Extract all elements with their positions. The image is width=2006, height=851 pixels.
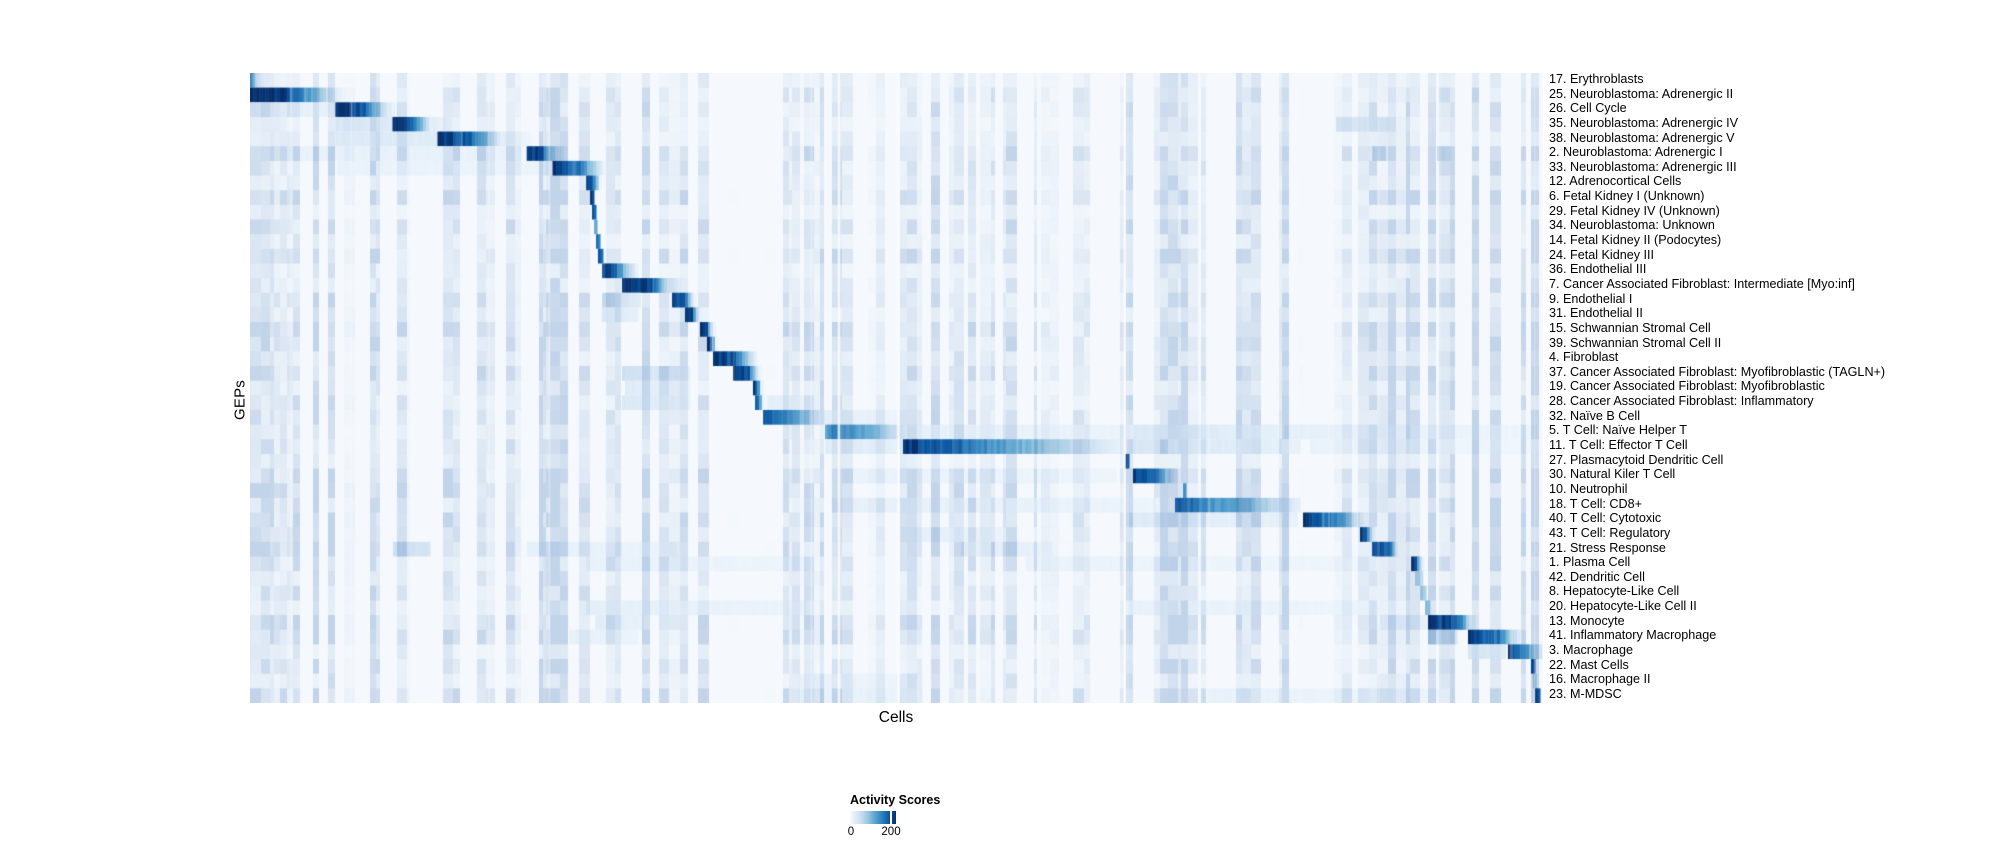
gep-row-label: 26. Cell Cycle — [1549, 101, 1627, 116]
gep-row-label: 43. T Cell: Regulatory — [1549, 525, 1671, 540]
colorbar-tick-max: 200 — [881, 826, 901, 838]
colorbar-legend: Activity Scores 0 200 — [847, 793, 941, 840]
gep-row-label: 30. Natural Kiler T Cell — [1549, 467, 1676, 482]
gep-row-label: 32. Naïve B Cell — [1549, 408, 1640, 423]
gep-row-label: 15. Schwannian Stromal Cell — [1549, 320, 1711, 335]
gep-row-label: 41. Inflammatory Macrophage — [1549, 628, 1717, 643]
gep-row-label: 36. Endothelial III — [1549, 262, 1647, 277]
heatmap-plot-area — [250, 73, 1543, 703]
gep-row-label: 5. T Cell: Naïve Helper T — [1549, 423, 1687, 438]
gep-row-label: 35. Neuroblastoma: Adrenergic IV — [1549, 115, 1739, 130]
gep-row-label: 40. T Cell: Cytotoxic — [1549, 511, 1662, 526]
gep-row-label: 13. Monocyte — [1549, 613, 1625, 628]
colorbar-tick-mark — [890, 811, 892, 824]
gep-row-label: 14. Fetal Kidney II (Podocytes) — [1549, 233, 1722, 248]
gep-row-label: 6. Fetal Kidney I (Unknown) — [1549, 189, 1705, 204]
gep-row-label: 16. Macrophage II — [1549, 672, 1651, 687]
colorbar-title: Activity Scores — [850, 793, 941, 807]
gep-row-label: 17. Erythroblasts — [1549, 72, 1644, 86]
gep-row-label: 38. Neuroblastoma: Adrenergic V — [1549, 130, 1735, 145]
gep-row-label: 33. Neuroblastoma: Adrenergic III — [1549, 159, 1737, 174]
gep-row-label: 39. Schwannian Stromal Cell II — [1549, 335, 1722, 350]
x-axis-label: Cells — [878, 709, 914, 726]
gep-row-label: 23. M-MDSC — [1549, 686, 1622, 701]
colorbar-gradient — [850, 811, 896, 824]
gep-row-label: 24. Fetal Kidney III — [1549, 247, 1655, 262]
gep-row-label: 20. Hepatocyte-Like Cell II — [1549, 599, 1697, 614]
gep-row-label: 19. Cancer Associated Fibroblast: Myofib… — [1549, 379, 1825, 394]
colorbar-tick-labels: 0 200 — [847, 826, 930, 840]
gep-row-label: 1. Plasma Cell — [1549, 555, 1631, 570]
gep-row-label: 4. Fibroblast — [1549, 350, 1619, 365]
gep-row-label: 12. Adrenocortical Cells — [1549, 174, 1682, 189]
gep-row-label: 10. Neutrophil — [1549, 481, 1628, 496]
gep-row-label: 29. Fetal Kidney IV (Unknown) — [1549, 203, 1720, 218]
gep-row-label: 18. T Cell: CD8+ — [1549, 496, 1642, 511]
gep-row-labels: 17. Erythroblasts 25. Neuroblastoma: Adre… — [1549, 72, 1885, 702]
gep-row-label: 11. T Cell: Effector T Cell — [1549, 438, 1688, 453]
gep-row-label: 27. Plasmacytoid Dendritic Cell — [1549, 452, 1724, 467]
heatmap-canvas — [250, 73, 1543, 703]
gep-row-label: 37. Cancer Associated Fibroblast: Myofib… — [1549, 364, 1886, 379]
gep-row-label: 28. Cancer Associated Fibroblast: Inflam… — [1549, 394, 1814, 409]
gep-row-label: 8. Hepatocyte-Like Cell — [1549, 584, 1680, 599]
gep-row-label: 3. Macrophage — [1549, 642, 1634, 657]
gep-row-label: 2. Neuroblastoma: Adrenergic I — [1549, 145, 1723, 160]
gep-row-label: 9. Endothelial I — [1549, 291, 1633, 306]
gep-row-label: 31. Endothelial II — [1549, 306, 1643, 321]
y-axis-label: GEPs — [231, 380, 249, 420]
gep-row-label: 42. Dendritic Cell — [1549, 569, 1645, 584]
gep-row-label: 7. Cancer Associated Fibroblast: Interme… — [1549, 276, 1855, 291]
gep-row-label: 22. Mast Cells — [1549, 657, 1629, 672]
gep-row-label: 34. Neuroblastoma: Unknown — [1549, 218, 1715, 233]
colorbar-tick-min: 0 — [847, 826, 855, 838]
gep-row-label: 21. Stress Response — [1549, 540, 1666, 555]
gep-row-label: 25. Neuroblastoma: Adrenergic II — [1549, 86, 1734, 101]
